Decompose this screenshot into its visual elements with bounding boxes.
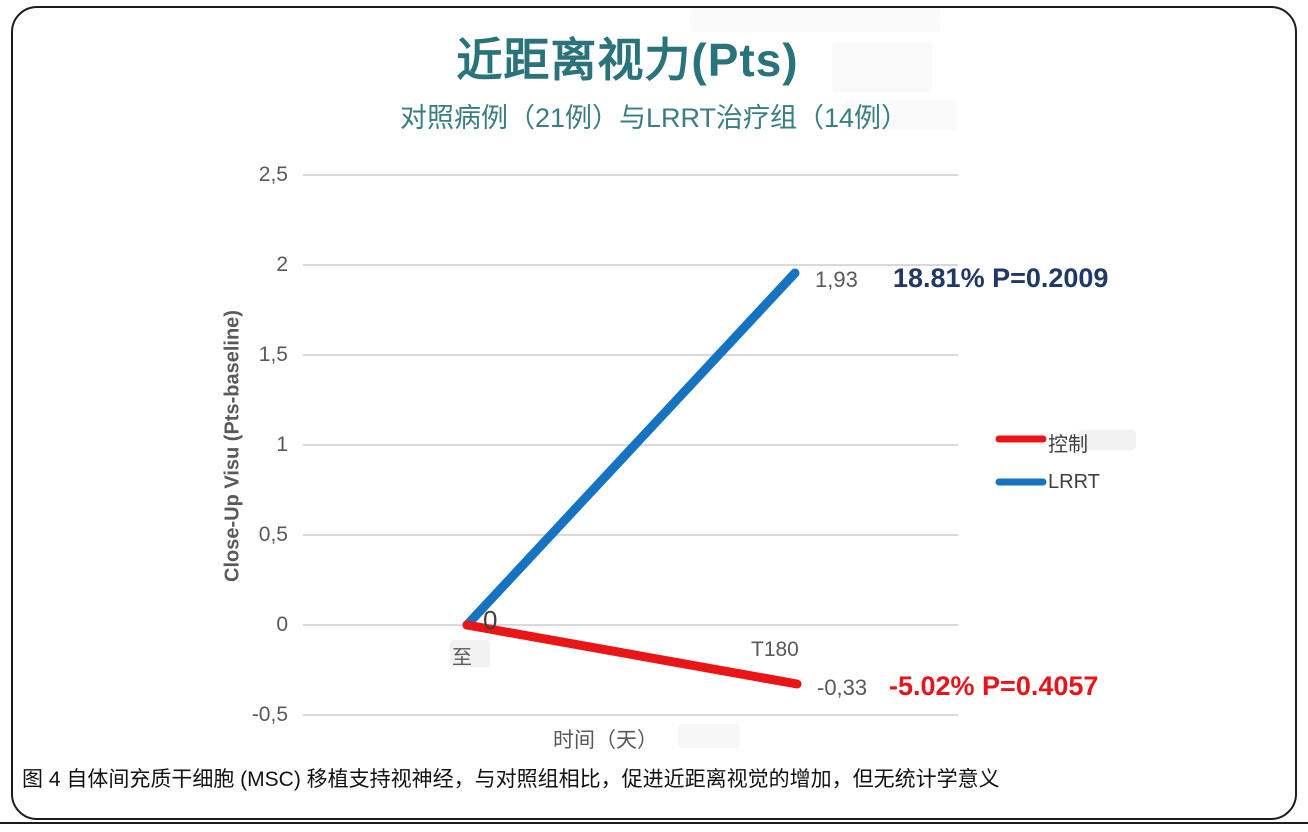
origin-point-label: 0 bbox=[483, 605, 498, 635]
figure-border-frame bbox=[11, 6, 1297, 820]
control-series-line bbox=[462, 620, 802, 689]
y-tick-0: 0 bbox=[276, 613, 288, 636]
control-end-point-label: -0,33 bbox=[817, 675, 868, 700]
gridline-0-5 bbox=[303, 534, 958, 536]
bottom-edge-line bbox=[0, 822, 1308, 824]
y-tick-1: 1 bbox=[276, 433, 288, 456]
gridline-neg-0-5 bbox=[303, 714, 958, 716]
y-tick-neg-0-5: -0,5 bbox=[251, 703, 288, 726]
control-legend-label: 控制 bbox=[1048, 434, 1088, 456]
control-legend-swatch bbox=[995, 435, 1047, 443]
gridline-1-5 bbox=[303, 354, 958, 356]
chart-subtitle: 对照病例（21例）与LRRT治疗组（14例） bbox=[399, 103, 909, 133]
figure-caption: 图 4 自体间充质干细胞 (MSC) 移植支持视神经，与对照组相比，促进近距离视… bbox=[22, 768, 1000, 791]
chart-title: 近距离视力(Pts) bbox=[456, 34, 799, 86]
x-tick-t0: 至 bbox=[452, 647, 472, 669]
blur-patch bbox=[450, 640, 490, 667]
y-tick-2: 2 bbox=[276, 253, 288, 276]
lrrt-stat-annotation: 18.81% P=0.2009 bbox=[893, 263, 1109, 293]
control-stat-annotation: -5.02% P=0.4057 bbox=[889, 671, 1099, 701]
x-axis-title: 时间（天） bbox=[553, 729, 658, 752]
y-tick-2-5: 2,5 bbox=[258, 163, 288, 186]
gridline-2 bbox=[303, 264, 958, 266]
y-tick-0-5: 0,5 bbox=[258, 523, 288, 546]
gridline-2-5 bbox=[303, 174, 958, 176]
lrrt-legend-label: LRRT bbox=[1048, 471, 1100, 493]
gridline-0 bbox=[303, 624, 958, 626]
lrrt-legend-swatch bbox=[995, 478, 1047, 486]
lrrt-end-point-label: 1,93 bbox=[815, 267, 858, 292]
x-tick-t180: T180 bbox=[751, 638, 799, 661]
y-tick-1-5: 1,5 bbox=[258, 343, 288, 366]
lrrt-series-line bbox=[462, 268, 800, 630]
blur-patch bbox=[1078, 430, 1136, 450]
